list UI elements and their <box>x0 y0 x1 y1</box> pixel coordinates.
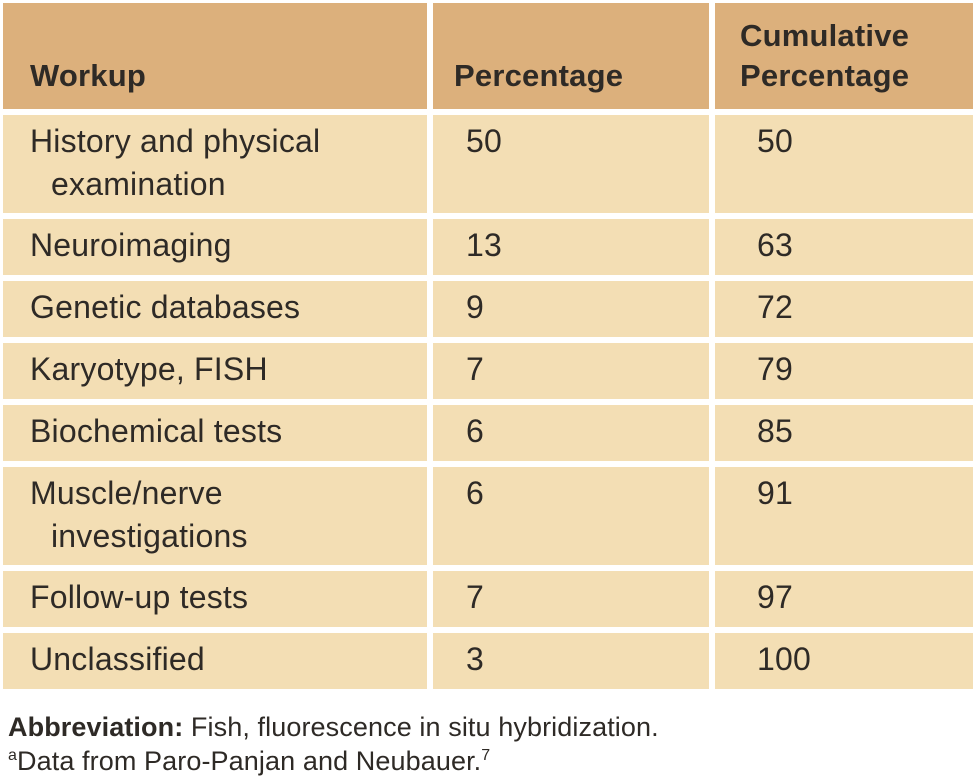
diagnostic-workup-table: Workup Percentage Cumulative Percentage … <box>3 3 973 689</box>
workup-cell: Unclassified <box>3 633 427 689</box>
percentage-cell: 3 <box>433 633 709 689</box>
cumulative-cell: 79 <box>715 343 973 399</box>
table-row-genetic-databases: Genetic databases 9 72 <box>3 281 973 337</box>
workup-cell: Muscle/nerve investigations <box>3 467 427 565</box>
data-source-note: aData from Paro-Panjan and Neubauer.7 <box>8 744 968 778</box>
table-row-muscle-nerve: Muscle/nerve investigations 6 91 <box>3 467 973 565</box>
percentage-cell: 9 <box>433 281 709 337</box>
percentage-cell: 13 <box>433 219 709 275</box>
percentage-cell: 6 <box>433 405 709 461</box>
table-header: Workup Percentage Cumulative Percentage <box>3 3 973 109</box>
table-body: History and physical examination 50 50 N… <box>3 115 973 689</box>
cumulative-cell: 85 <box>715 405 973 461</box>
percentage-cell: 6 <box>433 467 709 565</box>
table-row-karyotype-fish: Karyotype, FISH 7 79 <box>3 343 973 399</box>
cumulative-cell: 97 <box>715 571 973 627</box>
workup-cell: Genetic databases <box>3 281 427 337</box>
percentage-cell: 7 <box>433 571 709 627</box>
table-row-neuroimaging: Neuroimaging 13 63 <box>3 219 973 275</box>
abbreviation-note: Abbreviation: Fish, fluorescence in situ… <box>8 710 968 744</box>
abbreviation-text: Fish, fluorescence in situ hybridization… <box>183 712 659 742</box>
table-row-biochemical-tests: Biochemical tests 6 85 <box>3 405 973 461</box>
cumulative-cell: 91 <box>715 467 973 565</box>
workup-cell: History and physical examination <box>3 115 427 213</box>
table-row-follow-up-tests: Follow-up tests 7 97 <box>3 571 973 627</box>
percentage-cell: 50 <box>433 115 709 213</box>
data-source-text: Data from Paro-Panjan and Neubauer. <box>17 746 482 776</box>
column-header-workup: Workup <box>3 3 427 109</box>
table-row-history-physical: History and physical examination 50 50 <box>3 115 973 213</box>
cumulative-cell: 72 <box>715 281 973 337</box>
column-header-percentage: Percentage <box>433 3 709 109</box>
cumulative-cell: 100 <box>715 633 973 689</box>
header-row: Workup Percentage Cumulative Percentage <box>3 3 973 109</box>
data-source-reference-number: 7 <box>481 747 491 764</box>
workup-cell: Karyotype, FISH <box>3 343 427 399</box>
workup-cell: Follow-up tests <box>3 571 427 627</box>
cumulative-cell: 63 <box>715 219 973 275</box>
abbreviation-label: Abbreviation: <box>8 712 184 742</box>
column-header-cumulative-percentage: Cumulative Percentage <box>715 3 973 109</box>
workup-cell: Biochemical tests <box>3 405 427 461</box>
data-source-superscript: a <box>8 747 17 764</box>
cumulative-cell: 50 <box>715 115 973 213</box>
table-footnotes: Abbreviation: Fish, fluorescence in situ… <box>8 710 968 778</box>
table-row-unclassified: Unclassified 3 100 <box>3 633 973 689</box>
workup-cell: Neuroimaging <box>3 219 427 275</box>
percentage-cell: 7 <box>433 343 709 399</box>
